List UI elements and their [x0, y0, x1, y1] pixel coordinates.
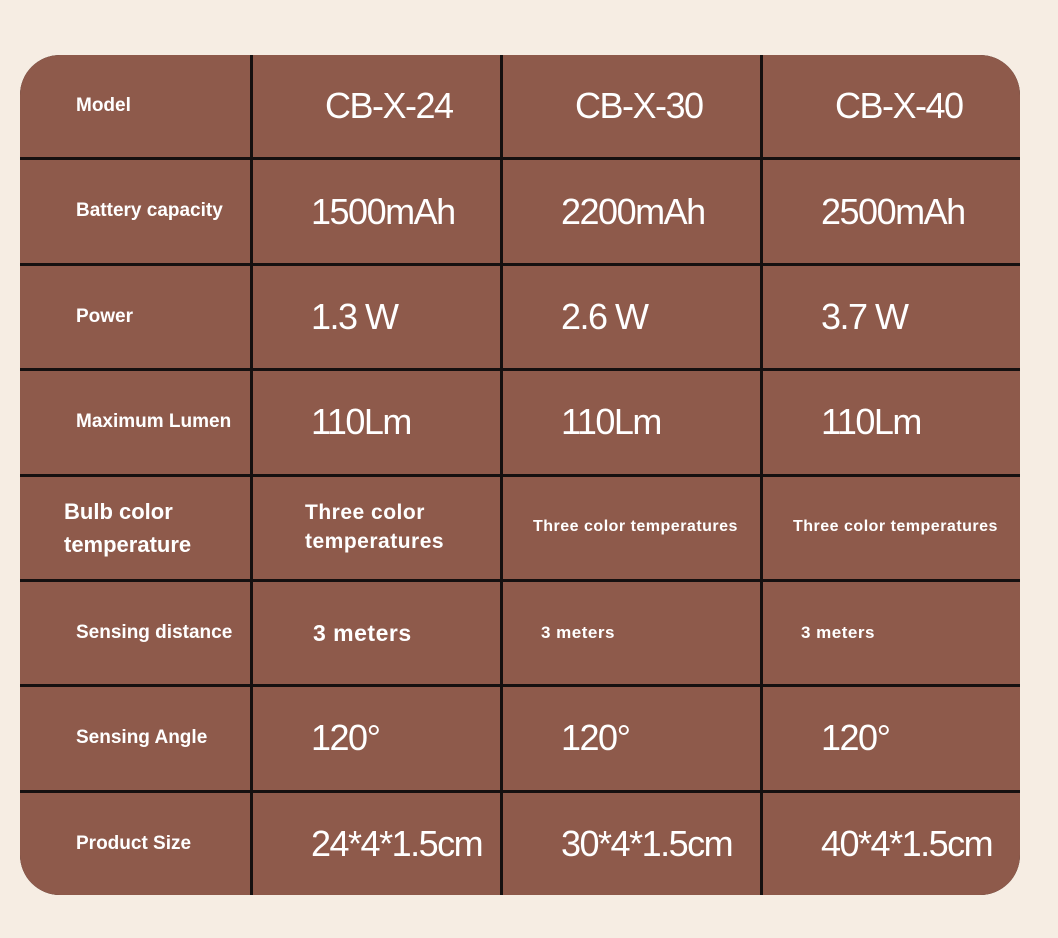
- spec-table: Model CB-X-24 CB-X-30 CB-X-40 Battery capaci…: [20, 55, 1020, 895]
- row-label: Bulb color temperature: [20, 476, 250, 579]
- column-header: CB-X-24: [253, 55, 500, 158]
- row-label: Model: [20, 55, 250, 158]
- row-label: Sensing Angle: [20, 687, 250, 790]
- table-cell: Three color temperatures: [763, 476, 1020, 579]
- table-cell: 30*4*1.5cm: [503, 792, 760, 895]
- table-cell: 110Lm: [253, 371, 500, 474]
- table-cell: 110Lm: [763, 371, 1020, 474]
- row-label: Product Size: [20, 792, 250, 895]
- table-cell: 3 meters: [253, 581, 500, 685]
- row-label: Battery capacity: [20, 160, 250, 263]
- row-label: Maximum Lumen: [20, 371, 250, 474]
- table-cell: 120°: [763, 687, 1020, 790]
- table-cell: 2500mAh: [763, 160, 1020, 263]
- table-cell: 120°: [253, 687, 500, 790]
- table-cell: Three color temperatures: [253, 476, 500, 579]
- row-label: Power: [20, 265, 250, 369]
- column-header: CB-X-30: [503, 55, 760, 158]
- table-cell: 1500mAh: [253, 160, 500, 263]
- table-cell: Three color temperatures: [503, 476, 760, 579]
- table-cell: 110Lm: [503, 371, 760, 474]
- table-cell: 40*4*1.5cm: [763, 792, 1020, 895]
- table-cell: 2.6 W: [503, 265, 760, 369]
- row-label: Sensing distance: [20, 581, 250, 685]
- table-cell: 24*4*1.5cm: [253, 792, 500, 895]
- table-cell: 3 meters: [763, 581, 1020, 685]
- column-header: CB-X-40: [763, 55, 1020, 158]
- table-cell: 3.7 W: [763, 265, 1020, 369]
- table-cell: 3 meters: [503, 581, 760, 685]
- table-cell: 1.3 W: [253, 265, 500, 369]
- table-cell: 120°: [503, 687, 760, 790]
- table-cell: 2200mAh: [503, 160, 760, 263]
